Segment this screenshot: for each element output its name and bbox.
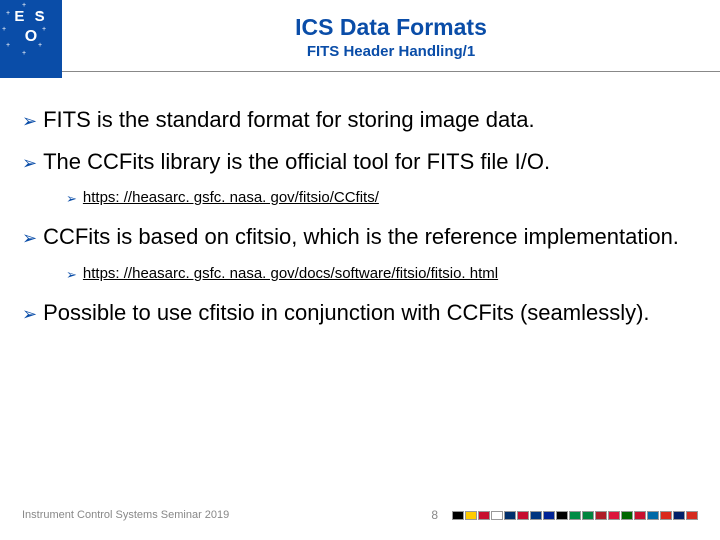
flag-icon	[478, 511, 490, 520]
logo-text-top: E S	[0, 8, 62, 25]
bullet-item: ➢ FITS is the standard format for storin…	[22, 106, 698, 134]
bullet-arrow-icon: ➢	[66, 267, 77, 283]
bullet-arrow-icon: ➢	[22, 152, 37, 175]
flag-icon	[530, 511, 542, 520]
link-text[interactable]: https: //heasarc. gsfc. nasa. gov/fitsio…	[83, 189, 379, 206]
flag-icon	[660, 511, 672, 520]
bullet-item: ➢ The CCFits library is the official too…	[22, 148, 698, 176]
flag-icon	[543, 511, 555, 520]
member-flags	[452, 511, 698, 520]
flag-icon	[569, 511, 581, 520]
page-number: 8	[431, 508, 438, 522]
flag-icon	[673, 511, 685, 520]
bullet-arrow-icon: ➢	[66, 191, 77, 207]
slide-subtitle: FITS Header Handling/1	[62, 43, 720, 60]
flag-icon	[647, 511, 659, 520]
bullet-arrow-icon: ➢	[22, 110, 37, 133]
flag-icon	[595, 511, 607, 520]
slide-title: ICS Data Formats	[62, 14, 720, 41]
bullet-text: The CCFits library is the official tool …	[43, 148, 550, 176]
sub-bullet-item: ➢ https: //heasarc. gsfc. nasa. gov/docs…	[66, 265, 698, 283]
flag-icon	[517, 511, 529, 520]
slide-footer: Instrument Control Systems Seminar 2019 …	[0, 508, 720, 522]
slide-header: + + + + + + + + E S O ICS Data Formats F…	[0, 0, 720, 78]
bullet-item: ➢ Possible to use cfitsio in conjunction…	[22, 299, 698, 327]
link-text[interactable]: https: //heasarc. gsfc. nasa. gov/docs/s…	[83, 265, 498, 282]
footer-text: Instrument Control Systems Seminar 2019	[22, 509, 431, 521]
bullet-text: Possible to use cfitsio in conjunction w…	[43, 299, 649, 327]
flag-icon	[452, 511, 464, 520]
bullet-arrow-icon: ➢	[22, 227, 37, 250]
eso-logo: + + + + + + + + E S O	[0, 0, 62, 78]
bullet-text: CCFits is based on cfitsio, which is the…	[43, 223, 679, 251]
logo-text-bottom: O	[0, 28, 62, 46]
bullet-arrow-icon: ➢	[22, 303, 37, 326]
flag-icon	[634, 511, 646, 520]
bullet-item: ➢ CCFits is based on cfitsio, which is t…	[22, 223, 698, 251]
sub-bullet-item: ➢ https: //heasarc. gsfc. nasa. gov/fits…	[66, 189, 698, 207]
bullet-text: FITS is the standard format for storing …	[43, 106, 535, 134]
flag-icon	[465, 511, 477, 520]
flag-icon	[608, 511, 620, 520]
flag-icon	[504, 511, 516, 520]
flag-icon	[491, 511, 503, 520]
header-text-block: ICS Data Formats FITS Header Handling/1	[62, 0, 720, 72]
flag-icon	[686, 511, 698, 520]
flag-icon	[582, 511, 594, 520]
flag-icon	[556, 511, 568, 520]
slide-content: ➢ FITS is the standard format for storin…	[0, 78, 720, 326]
flag-icon	[621, 511, 633, 520]
